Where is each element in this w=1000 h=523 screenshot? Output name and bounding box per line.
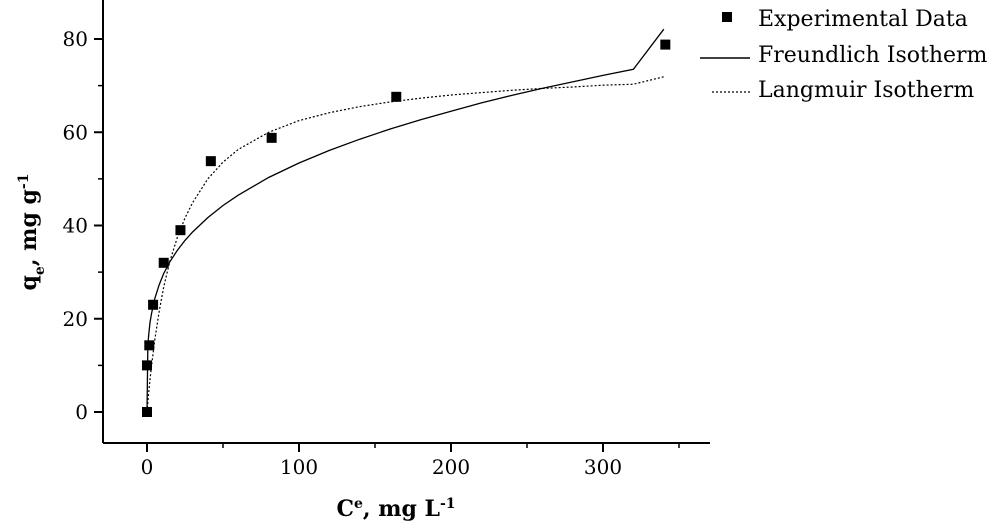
y-tick-label: 0 (75, 400, 88, 424)
x-tick-label: 0 (141, 455, 154, 479)
data-point (266, 132, 277, 143)
x-ticks: 0 100 200 300 (141, 443, 680, 479)
y-ticks: 0 20 40 60 80 (63, 27, 103, 424)
plot-area: 0 100 200 300 0 20 40 60 80 (63, 0, 710, 479)
data-point (391, 91, 402, 102)
series-points (142, 39, 671, 417)
legend-marker-experimental (722, 12, 732, 22)
y-tick-label: 60 (63, 120, 88, 144)
y-tick-label: 40 (63, 214, 88, 238)
data-point (148, 299, 159, 310)
data-point (158, 257, 169, 268)
langmuir-curve (146, 76, 664, 413)
data-point (142, 407, 152, 417)
y-tick-label: 80 (63, 27, 88, 51)
legend: Experimental Data Freundlich Isotherm La… (700, 7, 988, 103)
x-tick-label: 300 (584, 455, 622, 479)
x-axis-title: Ce, mg L-1 (336, 496, 455, 522)
legend-label-experimental: Experimental Data (758, 7, 968, 32)
data-point (205, 156, 216, 167)
freundlich-curve (146, 28, 665, 413)
data-point (142, 360, 152, 371)
legend-label-freundlich: Freundlich Isotherm (758, 43, 988, 68)
y-axis-title: qe, mg g-1 (16, 174, 48, 291)
series-lines (146, 28, 665, 413)
x-tick-label: 100 (280, 455, 318, 479)
data-point (175, 225, 186, 236)
data-point (660, 39, 671, 50)
data-point (144, 340, 155, 351)
y-tick-label: 20 (63, 307, 88, 331)
x-tick-label: 200 (432, 455, 470, 479)
legend-label-langmuir: Langmuir Isotherm (758, 78, 974, 103)
